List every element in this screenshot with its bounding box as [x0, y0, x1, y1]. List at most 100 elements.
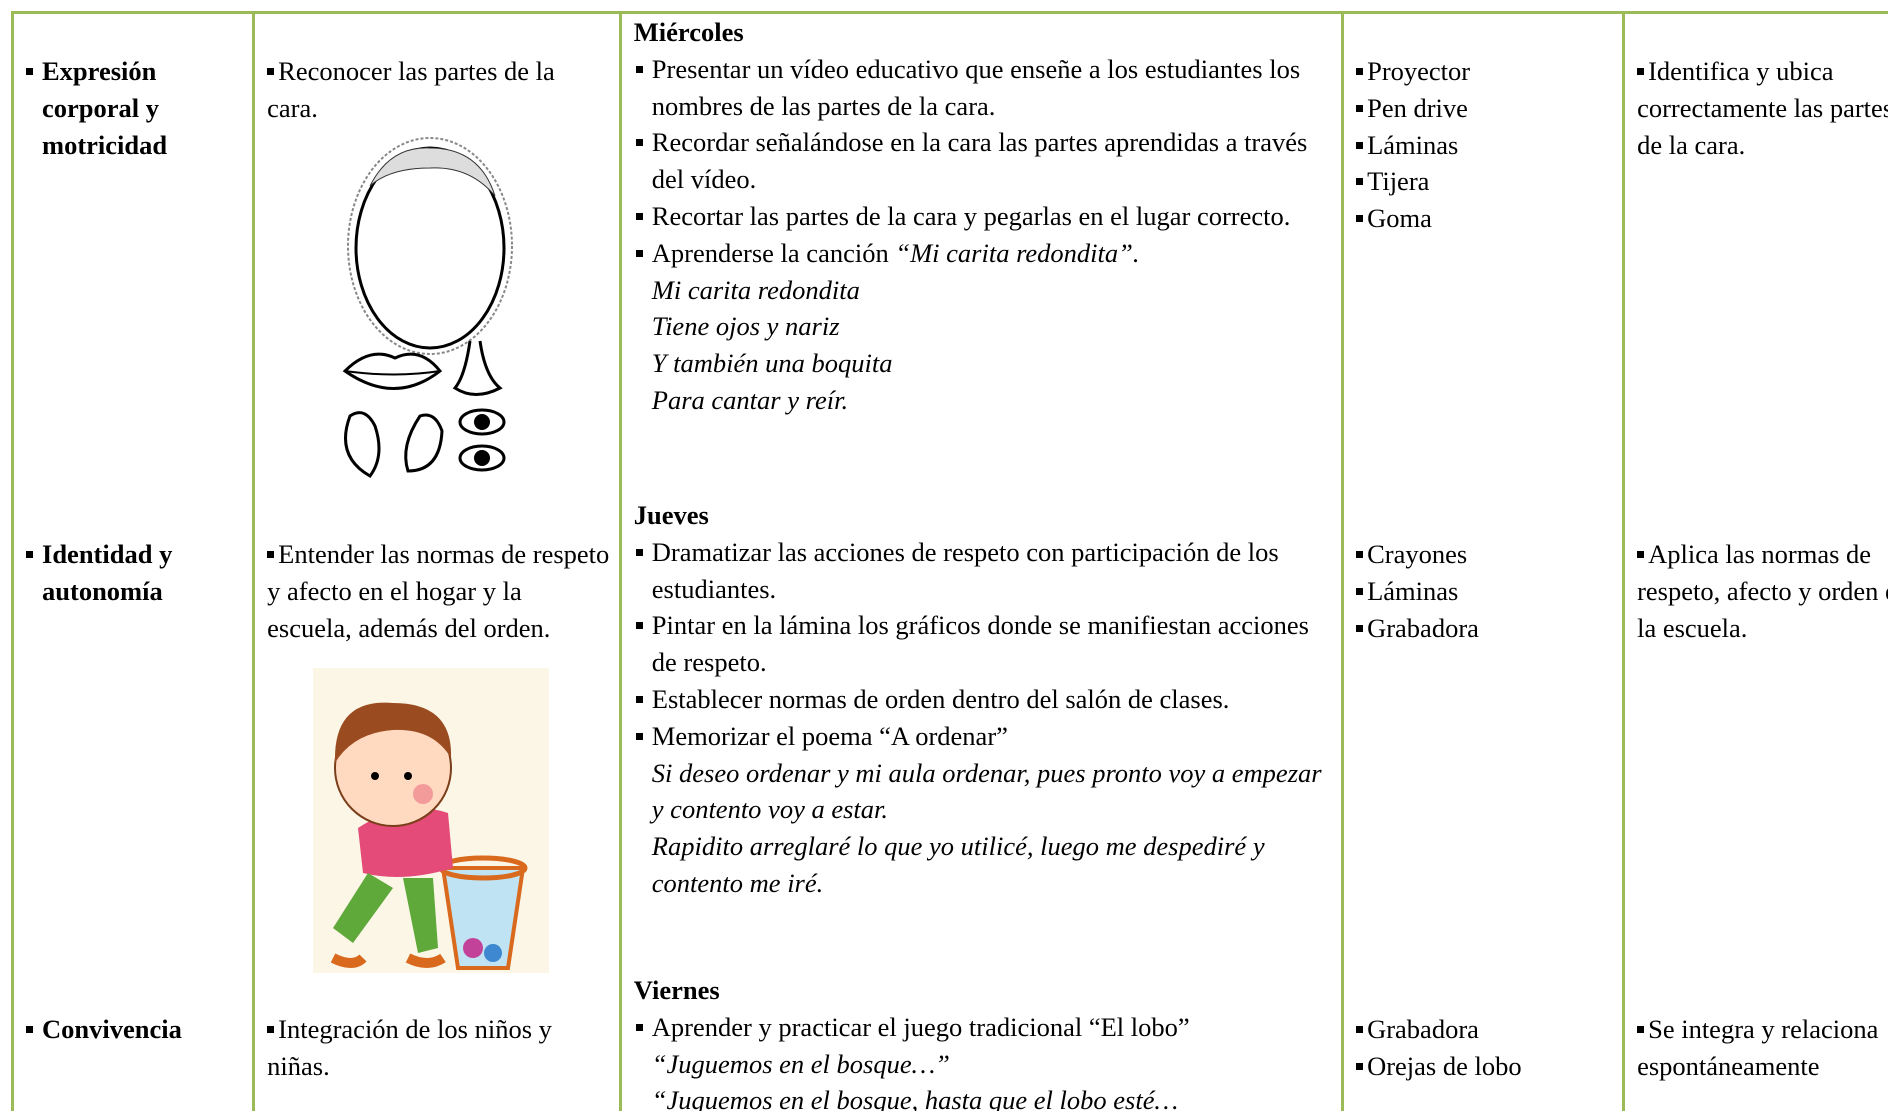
- verse: “Juguemos en el bosque, hasta que el lob…: [651, 1085, 1179, 1111]
- indicator: Se integra y relaciona espontáneamente: [1637, 1011, 1888, 1085]
- table-row: Convivencia Integración de los niños y ni…: [11, 972, 1888, 1111]
- bullet: [635, 732, 643, 740]
- activity: Presentar un vídeo educativo que enseñe …: [634, 51, 1331, 125]
- activity: Dramatizar las acciones de respeto con p…: [634, 534, 1331, 608]
- activity: Memorizar el poema “A ordenar”: [634, 718, 1331, 755]
- bullet: [26, 1026, 33, 1033]
- verse: Si deseo ordenar y mi aula ordenar, pues…: [651, 757, 1322, 825]
- resources-cell: Crayones Láminas Grabadora: [1341, 497, 1622, 972]
- verse: “Juguemos en el bosque…”: [651, 1048, 950, 1079]
- objective: Integración de los niños y niñas.: [267, 1011, 611, 1085]
- indicator-text: Identifica y ubica correctamente las par…: [1637, 56, 1888, 160]
- area-cell: Expresión corporal y motricidad: [11, 14, 252, 497]
- resource: Pen drive: [1356, 90, 1614, 127]
- objective-cell: Entender las normas de respeto y afecto …: [252, 497, 619, 972]
- resource: Tijera: [1356, 163, 1614, 200]
- bullet: [267, 551, 275, 558]
- resource: Crayones: [1356, 536, 1614, 573]
- resource-text: Grabadora: [1367, 1014, 1479, 1044]
- activity-text: Recortar las partes de la cara y pegarla…: [651, 200, 1291, 231]
- objective: Reconocer las partes de la cara.: [267, 53, 611, 127]
- bullet: [1356, 624, 1364, 632]
- bullet: [635, 249, 643, 257]
- area: Expresión corporal y motricidad: [24, 53, 244, 163]
- table-row: Expresión corporal y motricidad Reconocer…: [11, 14, 1888, 497]
- day-label: Jueves: [633, 500, 709, 530]
- bullet: [26, 68, 33, 75]
- bullet: [1637, 1026, 1645, 1033]
- activities-cell: Miércoles Presentar un vídeo educativo qu…: [618, 14, 1341, 497]
- bullet: [1356, 1062, 1364, 1070]
- bullet: [635, 139, 643, 147]
- child-tidying-image: [313, 668, 549, 973]
- objective-text: Reconocer las partes de la cara.: [267, 56, 555, 123]
- verse: Rapidito arreglaré lo que yo utilicé, lu…: [651, 831, 1265, 898]
- area-cell: Identidad y autonomía: [11, 497, 252, 972]
- verse: Mi carita redondita: [651, 274, 860, 305]
- activity: Pintar en la lámina los gráficos donde s…: [634, 607, 1331, 681]
- activity-text: Establecer normas de orden dentro del sa…: [651, 683, 1230, 714]
- bullet: [267, 68, 275, 75]
- resource-text: Pen drive: [1367, 92, 1468, 123]
- bullet: [635, 695, 643, 703]
- planning-table: Expresión corporal y motricidad Reconocer…: [11, 11, 1888, 1111]
- bullet: [1356, 587, 1364, 595]
- bullet: [635, 548, 643, 556]
- area: Identidad y autonomía: [24, 536, 244, 610]
- bullet: [1637, 551, 1645, 558]
- indicator-text: Aplica las normas de respeto, afecto y o…: [1637, 539, 1888, 643]
- resource-text: Orejas de lobo: [1367, 1050, 1522, 1081]
- face-parts-image: [342, 137, 513, 478]
- indicator-text: Se integra y relaciona espontáneamente: [1637, 1014, 1879, 1081]
- bullet: [635, 622, 643, 630]
- bullet: [1356, 141, 1364, 149]
- area-cell: Convivencia: [11, 972, 252, 1111]
- activity: Aprender y practicar el juego tradiciona…: [634, 1009, 1331, 1046]
- bullet: [1356, 551, 1364, 558]
- activity-text: Memorizar el poema “A ordenar”: [651, 720, 1008, 751]
- objective-text: Integración de los niños y niñas.: [267, 1014, 552, 1081]
- activity-emphasis: “Mi carita redondita”.: [895, 237, 1140, 268]
- resource-text: Láminas: [1367, 129, 1459, 160]
- resource: Orejas de lobo: [1356, 1048, 1614, 1085]
- objective-text: Entender las normas de respeto y afecto …: [267, 539, 610, 643]
- resource: Grabadora: [1356, 610, 1614, 647]
- objective-cell: Reconocer las partes de la cara.: [252, 14, 619, 497]
- bullet: [635, 212, 643, 220]
- activity: Aprenderse la canción “Mi carita redondi…: [634, 235, 1331, 272]
- resource-text: Crayones: [1367, 539, 1468, 569]
- resource-text: Goma: [1367, 203, 1432, 234]
- activity-text: Pintar en la lámina los gráficos donde s…: [651, 610, 1309, 678]
- activity: Recortar las partes de la cara y pegarla…: [634, 198, 1331, 235]
- resources-cell: Grabadora Orejas de lobo: [1341, 972, 1622, 1111]
- objective: Entender las normas de respeto y afecto …: [267, 536, 611, 646]
- verse: Y también una boquita: [651, 348, 893, 379]
- area: Convivencia: [24, 1011, 244, 1048]
- bullet: [1356, 68, 1364, 75]
- activity: Recordar señalándose en la cara las part…: [634, 124, 1331, 198]
- activity-text: Recordar señalándose en la cara las part…: [651, 127, 1308, 195]
- bullet: [635, 65, 643, 73]
- objective-cell: Integración de los niños y niñas.: [252, 972, 619, 1111]
- area-text: Expresión corporal y motricidad: [42, 56, 168, 160]
- area-text: Convivencia: [42, 1014, 182, 1044]
- verse: Tiene ojos y nariz: [651, 311, 840, 342]
- activity-text: Aprenderse la canción: [651, 237, 896, 268]
- resource: Grabadora: [1356, 1011, 1614, 1048]
- activity-text: Presentar un vídeo educativo que enseñe …: [651, 53, 1301, 121]
- resource: Goma: [1356, 200, 1614, 237]
- activities-cell: Jueves Dramatizar las acciones de respeto…: [618, 497, 1341, 972]
- indicator: Aplica las normas de respeto, afecto y o…: [1637, 536, 1888, 646]
- area-text: Identidad y autonomía: [42, 539, 173, 606]
- verse: Para cantar y reír.: [651, 384, 849, 415]
- bullet: [1356, 178, 1364, 186]
- resource-text: Láminas: [1367, 575, 1459, 606]
- bullet: [1637, 68, 1645, 75]
- resource: Proyector: [1356, 53, 1614, 90]
- bullet: [26, 551, 33, 558]
- day-label: Viernes: [633, 975, 720, 1005]
- activity-text: Aprender y practicar el juego tradiciona…: [651, 1011, 1190, 1042]
- activities-cell: Viernes Aprender y practicar el juego tra…: [618, 972, 1341, 1111]
- resource-text: Tijera: [1367, 166, 1430, 197]
